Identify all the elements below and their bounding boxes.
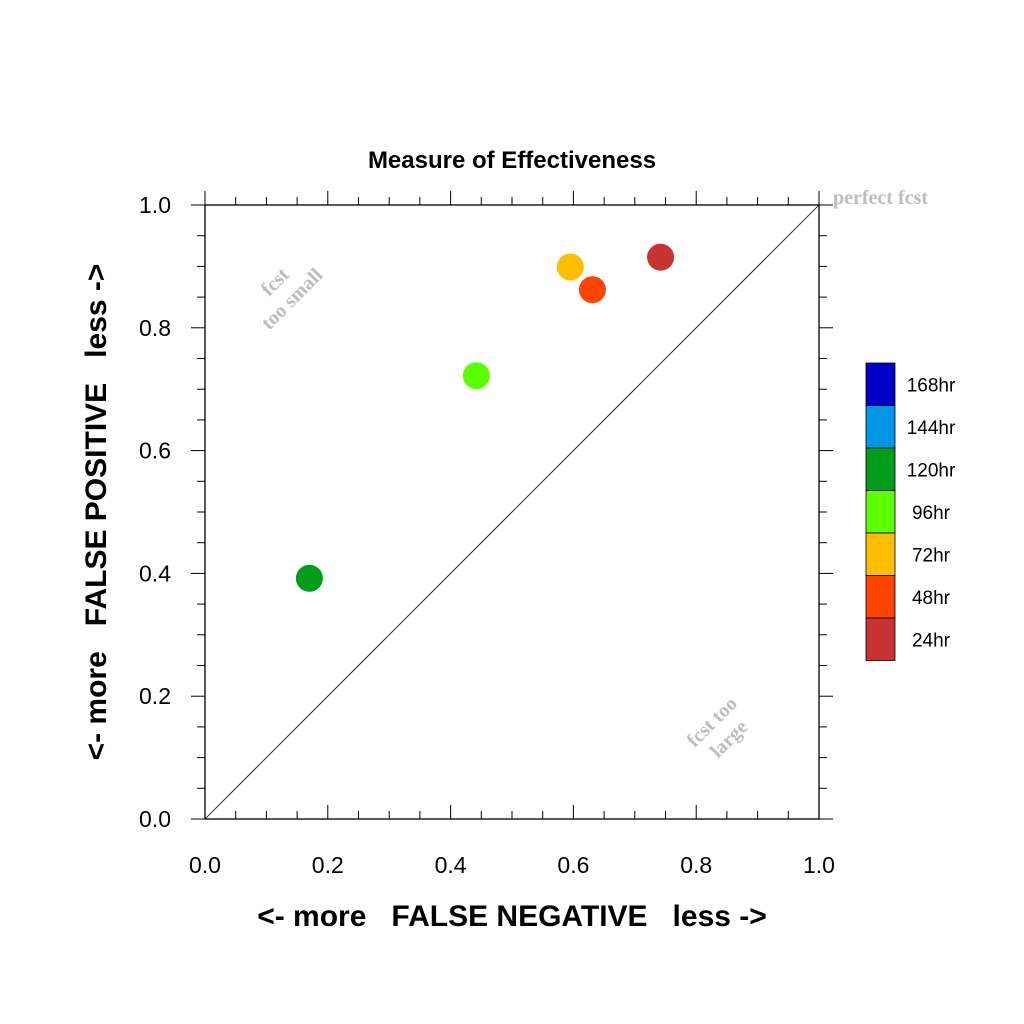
legend-label-96hr: 96hr (912, 503, 951, 524)
x-axis-label: <- more FALSE NEGATIVE less -> (257, 900, 767, 933)
y-axis-label: <- more FALSE POSITIVE less -> (80, 264, 113, 761)
data-point-48hr (578, 276, 606, 304)
data-point-72hr (556, 253, 584, 281)
y-tick-label: 0.4 (139, 560, 171, 586)
y-tick-label: 1.0 (139, 192, 171, 218)
diagonal-line (204, 204, 820, 820)
x-tick-label: 0.6 (557, 852, 589, 878)
data-point-120hr (295, 564, 323, 592)
data-point-96hr (462, 362, 490, 390)
legend-swatch-120hr (865, 447, 896, 491)
legend-label-72hr: 72hr (912, 545, 951, 566)
legend-label-120hr: 120hr (907, 460, 956, 481)
y-tick-label: 0.2 (139, 683, 171, 709)
annotation-perfect-fcst: perfect fcst (833, 187, 928, 209)
legend-label-144hr: 144hr (907, 418, 956, 439)
perfect-forecast-line (204, 204, 820, 820)
data-point-24hr (647, 243, 675, 271)
y-axis-ticks: 0.0 0.2 0.4 0.6 0.8 1.0 (139, 192, 833, 832)
x-axis-ticks: 0.0 0.2 0.4 0.6 0.8 1.0 (189, 191, 835, 878)
y-tick-label: 0.6 (139, 438, 171, 464)
x-tick-label: 0.2 (312, 852, 344, 878)
legend-swatch-96hr (865, 490, 896, 534)
data-points (295, 243, 675, 592)
x-tick-label: 0.4 (435, 852, 467, 878)
y-tick-label: 0.8 (139, 315, 171, 341)
legend-swatch-48hr (865, 575, 896, 619)
legend-label-48hr: 48hr (912, 588, 951, 609)
legend-swatch-144hr (865, 405, 896, 449)
x-tick-label: 0.8 (680, 852, 712, 878)
legend: 168hr 144hr 120hr 96hr 72hr 48hr 24hr (865, 362, 956, 661)
chart-title: Measure of Effectiveness (368, 147, 656, 174)
legend-swatch-168hr (865, 362, 896, 406)
x-tick-label: 1.0 (803, 852, 835, 878)
legend-swatch-72hr (865, 532, 896, 576)
legend-label-168hr: 168hr (907, 375, 956, 396)
legend-label-24hr: 24hr (912, 630, 951, 651)
y-tick-label: 0.0 (139, 806, 171, 832)
legend-swatch-24hr (865, 617, 896, 661)
x-tick-label: 0.0 (189, 852, 221, 878)
